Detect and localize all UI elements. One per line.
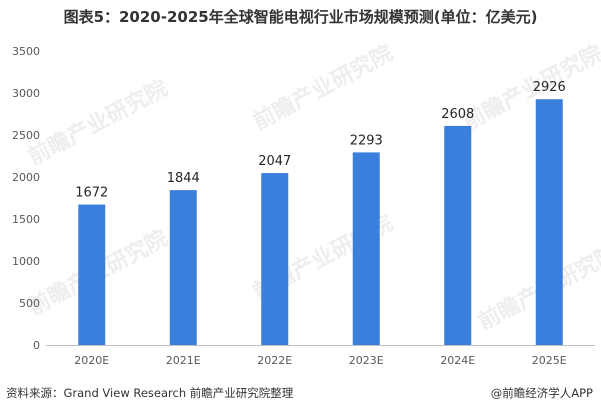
- y-tick-label: 1000: [12, 255, 40, 268]
- y-tick-label: 2500: [12, 129, 40, 142]
- y-tick-label: 2000: [12, 171, 40, 184]
- bar: [535, 99, 563, 345]
- x-tick-label: 2024E: [440, 354, 475, 367]
- bar: [169, 190, 197, 345]
- bar: [444, 125, 472, 345]
- bar: [78, 204, 106, 345]
- x-tick-label: 2023E: [349, 354, 384, 367]
- data-label: 2926: [533, 80, 566, 95]
- bar: [352, 152, 380, 345]
- x-tick-label: 2022E: [257, 354, 292, 367]
- x-tick-label: 2025E: [532, 354, 567, 367]
- bar: [261, 173, 289, 345]
- data-label: 2608: [441, 107, 474, 122]
- y-tick-label: 3000: [12, 87, 40, 100]
- chart-title: 图表5：2020-2025年全球智能电视行业市场规模预测(单位：亿美元): [63, 8, 538, 26]
- data-label: 2293: [350, 133, 383, 148]
- x-tick-label: 2021E: [166, 354, 201, 367]
- brand-credit: @前瞻经济学人APP: [490, 386, 593, 400]
- data-label: 2047: [258, 154, 291, 169]
- y-tick-label: 500: [19, 297, 40, 310]
- y-tick-label: 1500: [12, 213, 40, 226]
- source-note: 资料来源：Grand View Research 前瞻产业研究院整理: [6, 386, 294, 400]
- x-tick-label: 2020E: [74, 354, 109, 367]
- bar-chart: 0 500 1000 1500 2000 2500 3000 3500 1672 2020E 184…: [12, 45, 595, 367]
- data-label: 1672: [75, 186, 108, 201]
- y-tick-label: 0: [33, 339, 40, 352]
- y-tick-label: 3500: [12, 45, 40, 58]
- data-label: 1844: [167, 171, 200, 186]
